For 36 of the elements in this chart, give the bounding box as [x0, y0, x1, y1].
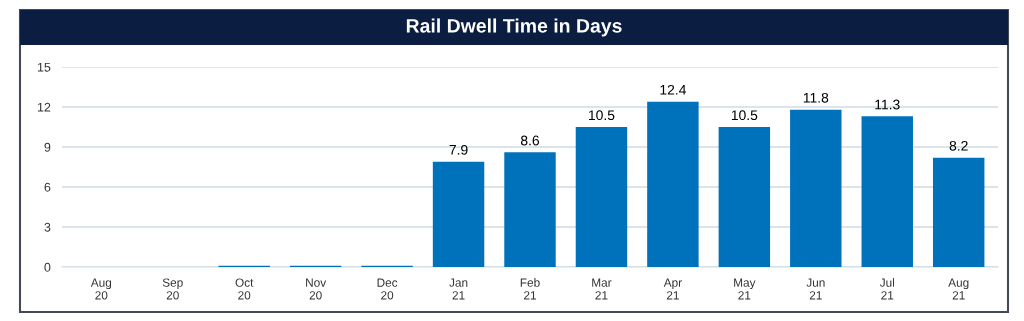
bar: [647, 101, 699, 267]
data-label: 10.5: [731, 110, 758, 121]
data-label: 11.3: [875, 99, 900, 110]
y-tick-label: 12: [37, 102, 51, 112]
x-tick-label: Jul 21: [879, 278, 895, 300]
bar: [432, 161, 485, 267]
x-tick-label: Aug 20: [90, 278, 112, 300]
x-tick-label: Feb 21: [520, 278, 540, 300]
x-tick-label: Mar 21: [592, 278, 612, 300]
data-label: 7.9: [449, 144, 468, 155]
bar: [932, 157, 985, 267]
y-tick-label: 9: [44, 142, 51, 152]
bar: [718, 127, 771, 267]
y-tick-label: 3: [44, 222, 51, 232]
data-label: 8.6: [520, 135, 540, 146]
x-tick-label: Sep 20: [162, 278, 183, 300]
x-tick-label: Nov 20: [306, 278, 327, 300]
x-tick-label: Jan 21: [449, 278, 468, 300]
bar: [504, 152, 556, 267]
data-label: 11.8: [803, 92, 829, 103]
bar: [575, 127, 628, 267]
x-tick-label: Oct 20: [235, 278, 254, 300]
bar: [790, 109, 842, 267]
y-tick-label: 15: [37, 62, 51, 72]
data-label: 8.2: [949, 140, 968, 151]
x-tick-label: May 21: [734, 278, 756, 300]
x-tick-label: Aug 21: [948, 278, 969, 300]
data-label: 10.5: [588, 110, 615, 121]
data-label: 12.4: [660, 84, 687, 95]
y-tick-label: 0: [44, 262, 51, 272]
bar: [861, 116, 913, 267]
x-tick-label: Apr 21: [663, 278, 682, 300]
y-tick-label: 6: [44, 182, 51, 192]
x-tick-label: Jun 21: [806, 278, 825, 300]
x-tick-label: Dec 20: [377, 278, 398, 300]
chart-title: Rail Dwell Time in Days: [406, 18, 622, 37]
